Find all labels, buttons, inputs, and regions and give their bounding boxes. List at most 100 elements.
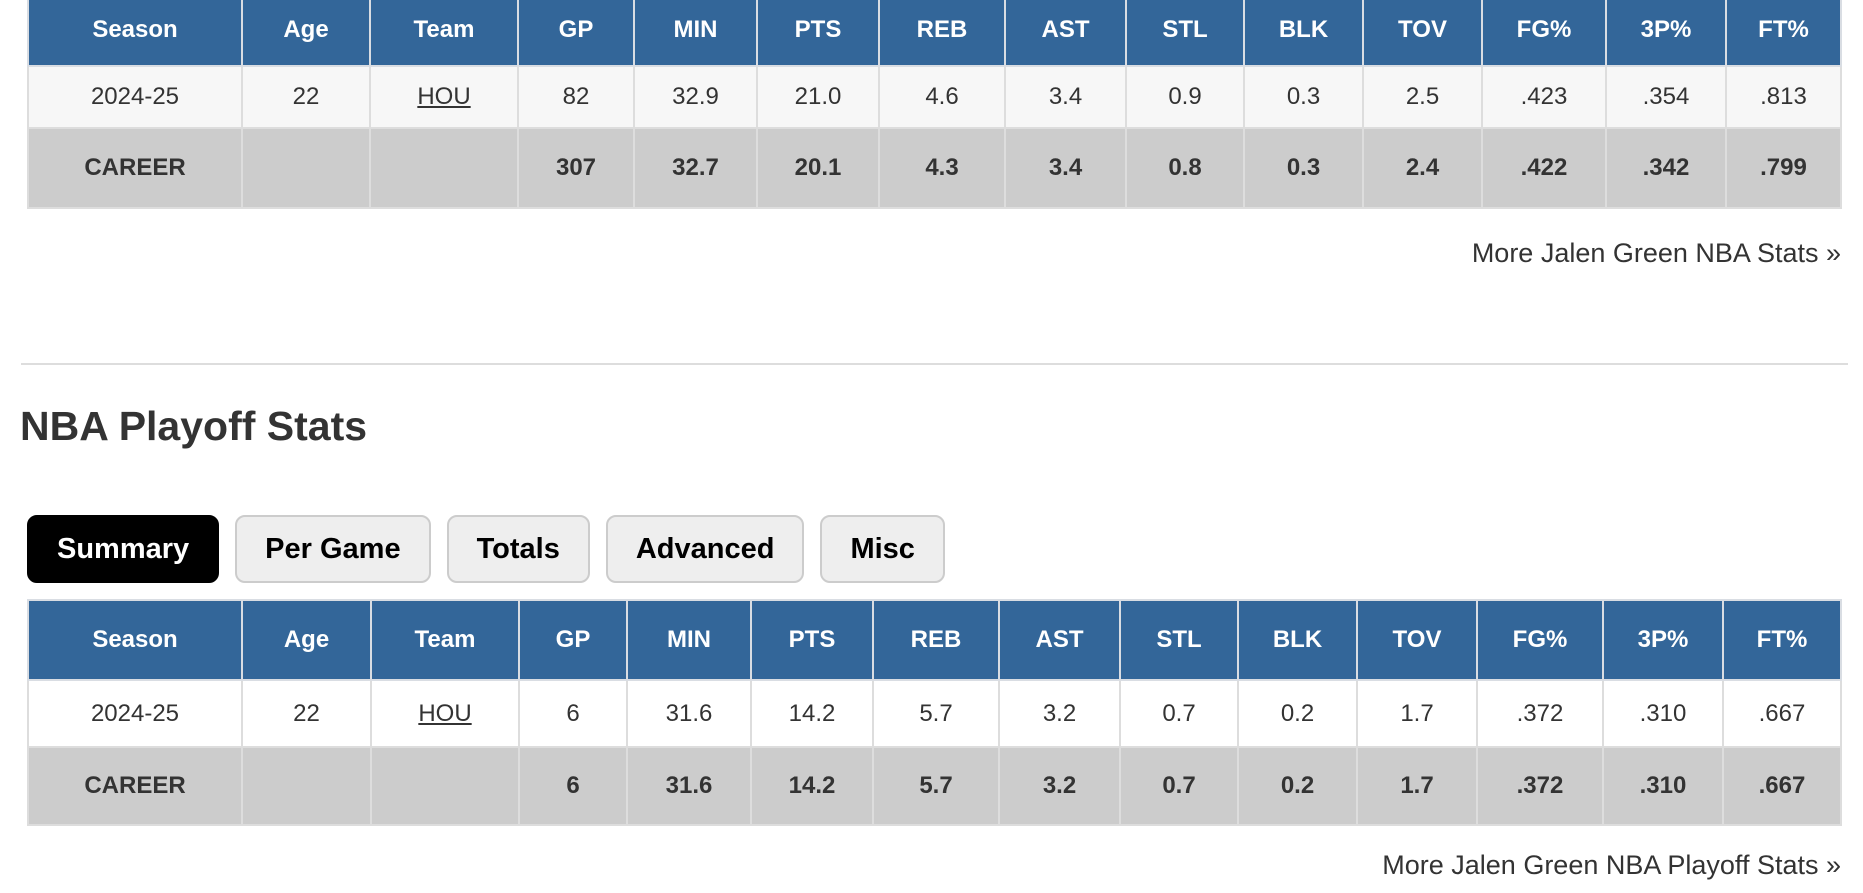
table-row: 2024-25 22 HOU 82 32.9 21.0 4.6 3.4 0.9 …: [27, 65, 1842, 129]
team-link[interactable]: HOU: [418, 699, 472, 727]
cell-ast: 3.2: [998, 746, 1121, 826]
column-header-gp[interactable]: GP: [517, 0, 635, 67]
cell-season: 2024-25: [27, 679, 243, 748]
table-header-row: Season Age Team GP MIN PTS REB AST STL B…: [27, 599, 1842, 681]
cell-fg-pct: .372: [1476, 679, 1604, 748]
tab-totals[interactable]: Totals: [446, 515, 590, 583]
column-header-team[interactable]: Team: [370, 599, 520, 681]
cell-pts: 21.0: [756, 65, 880, 129]
cell-career-label: CAREER: [27, 127, 243, 209]
cell-ft-pct: .813: [1725, 65, 1842, 129]
cell-blk: 0.2: [1237, 679, 1358, 748]
cell-stl: 0.8: [1125, 127, 1245, 209]
tab-misc[interactable]: Misc: [820, 515, 945, 583]
more-nba-playoff-stats-link[interactable]: More Jalen Green NBA Playoff Stats »: [1382, 850, 1841, 880]
cell-team: HOU: [369, 65, 519, 129]
cell-ft-pct: .799: [1725, 127, 1842, 209]
column-header-3p-pct[interactable]: 3P%: [1602, 599, 1724, 681]
cell-pts: 14.2: [750, 679, 874, 748]
cell-reb: 4.3: [878, 127, 1006, 209]
column-header-3p-pct[interactable]: 3P%: [1605, 0, 1727, 67]
cell-ast: 3.4: [1004, 65, 1127, 129]
career-row: CAREER 6 31.6 14.2 5.7 3.2 0.7 0.2 1.7 .…: [27, 746, 1842, 826]
column-header-blk[interactable]: BLK: [1237, 599, 1358, 681]
column-header-stl[interactable]: STL: [1119, 599, 1239, 681]
career-row: CAREER 307 32.7 20.1 4.3 3.4 0.8 0.3 2.4…: [27, 127, 1842, 209]
cell-3p-pct: .310: [1602, 679, 1724, 748]
column-header-fg-pct[interactable]: FG%: [1481, 0, 1607, 67]
cell-3p-pct: .310: [1602, 746, 1724, 826]
cell-tov: 2.4: [1362, 127, 1483, 209]
more-nba-stats-link[interactable]: More Jalen Green NBA Stats »: [1471, 238, 1841, 268]
cell-blk: 0.2: [1237, 746, 1358, 826]
cell-reb: 5.7: [872, 679, 1000, 748]
column-header-stl[interactable]: STL: [1125, 0, 1245, 67]
table-row: 2024-25 22 HOU 6 31.6 14.2 5.7 3.2 0.7 0…: [27, 679, 1842, 748]
cell-3p-pct: .342: [1605, 127, 1727, 209]
cell-season: 2024-25: [27, 65, 243, 129]
column-header-ast[interactable]: AST: [1004, 0, 1127, 67]
cell-career-label: CAREER: [27, 746, 243, 826]
cell-ft-pct: .667: [1722, 746, 1842, 826]
tab-advanced[interactable]: Advanced: [605, 515, 805, 583]
tab-summary[interactable]: Summary: [27, 515, 220, 583]
cell-min: 32.9: [633, 65, 758, 129]
cell-blk: 0.3: [1243, 127, 1364, 209]
table-header-row: Season Age Team GP MIN PTS REB AST STL B…: [27, 0, 1842, 67]
column-header-age[interactable]: Age: [241, 0, 371, 67]
column-header-pts[interactable]: PTS: [750, 599, 874, 681]
cell-3p-pct: .354: [1605, 65, 1727, 129]
cell-team: [369, 127, 519, 209]
cell-tov: 1.7: [1356, 746, 1478, 826]
column-header-fg-pct[interactable]: FG%: [1476, 599, 1604, 681]
cell-gp: 82: [517, 65, 635, 129]
cell-stl: 0.7: [1119, 746, 1239, 826]
playoff-stats-table: Season Age Team GP MIN PTS REB AST STL B…: [27, 599, 1842, 826]
column-header-ast[interactable]: AST: [998, 599, 1121, 681]
column-header-season[interactable]: Season: [27, 599, 243, 681]
cell-pts: 20.1: [756, 127, 880, 209]
column-header-blk[interactable]: BLK: [1243, 0, 1364, 67]
cell-min: 31.6: [626, 679, 752, 748]
cell-age: [241, 746, 372, 826]
cell-ast: 3.4: [1004, 127, 1127, 209]
column-header-ft-pct[interactable]: FT%: [1722, 599, 1842, 681]
cell-min: 32.7: [633, 127, 758, 209]
column-header-min[interactable]: MIN: [626, 599, 752, 681]
cell-pts: 14.2: [750, 746, 874, 826]
column-header-pts[interactable]: PTS: [756, 0, 880, 67]
team-link[interactable]: HOU: [417, 83, 471, 110]
regular-season-stats-table: Season Age Team GP MIN PTS REB AST STL B…: [27, 0, 1842, 209]
cell-ft-pct: .667: [1722, 679, 1842, 748]
cell-blk: 0.3: [1243, 65, 1364, 129]
page-title: NBA Playoff Stats: [20, 403, 368, 449]
cell-ast: 3.2: [998, 679, 1121, 748]
cell-age: [241, 127, 371, 209]
column-header-age[interactable]: Age: [241, 599, 372, 681]
cell-gp: 6: [518, 679, 628, 748]
cell-age: 22: [241, 65, 371, 129]
cell-reb: 5.7: [872, 746, 1000, 826]
column-header-tov[interactable]: TOV: [1362, 0, 1483, 67]
cell-gp: 307: [517, 127, 635, 209]
tab-per-game[interactable]: Per Game: [235, 515, 431, 583]
cell-team: [370, 746, 520, 826]
column-header-gp[interactable]: GP: [518, 599, 628, 681]
column-header-ft-pct[interactable]: FT%: [1725, 0, 1842, 67]
cell-reb: 4.6: [878, 65, 1006, 129]
cell-tov: 1.7: [1356, 679, 1478, 748]
column-header-tov[interactable]: TOV: [1356, 599, 1478, 681]
column-header-team[interactable]: Team: [369, 0, 519, 67]
cell-stl: 0.9: [1125, 65, 1245, 129]
column-header-min[interactable]: MIN: [633, 0, 758, 67]
stat-type-tabs: Summary Per Game Totals Advanced Misc: [27, 515, 945, 583]
cell-stl: 0.7: [1119, 679, 1239, 748]
column-header-reb[interactable]: REB: [878, 0, 1006, 67]
cell-age: 22: [241, 679, 372, 748]
cell-gp: 6: [518, 746, 628, 826]
section-divider: [21, 363, 1848, 365]
cell-min: 31.6: [626, 746, 752, 826]
column-header-reb[interactable]: REB: [872, 599, 1000, 681]
column-header-season[interactable]: Season: [27, 0, 243, 67]
